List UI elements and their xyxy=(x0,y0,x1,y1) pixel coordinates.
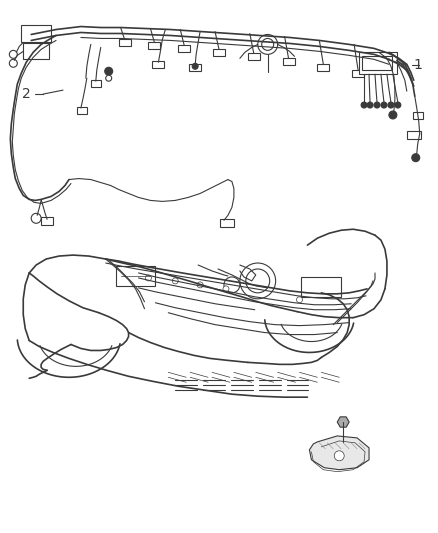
Circle shape xyxy=(240,263,276,299)
Bar xyxy=(23,43,49,59)
Bar xyxy=(116,266,155,286)
Bar xyxy=(152,61,164,68)
Circle shape xyxy=(9,51,17,58)
Bar xyxy=(41,217,53,225)
Circle shape xyxy=(106,75,112,81)
Bar xyxy=(189,64,201,71)
Circle shape xyxy=(412,154,420,161)
Bar xyxy=(21,25,51,43)
Text: 1: 1 xyxy=(414,58,423,72)
Circle shape xyxy=(388,102,394,108)
Circle shape xyxy=(31,213,41,223)
Bar xyxy=(318,64,329,71)
Bar xyxy=(362,56,392,70)
Circle shape xyxy=(197,282,203,288)
Bar xyxy=(413,112,423,119)
Circle shape xyxy=(224,277,240,293)
Circle shape xyxy=(374,102,380,108)
Circle shape xyxy=(334,451,344,461)
Circle shape xyxy=(381,102,387,108)
Bar xyxy=(248,53,260,60)
Circle shape xyxy=(192,63,198,69)
Circle shape xyxy=(9,59,17,67)
Bar xyxy=(91,80,101,87)
Circle shape xyxy=(389,111,397,119)
Circle shape xyxy=(105,67,113,75)
Bar xyxy=(213,50,225,56)
Bar xyxy=(77,107,87,114)
Circle shape xyxy=(395,102,401,108)
Polygon shape xyxy=(337,417,349,427)
Circle shape xyxy=(246,269,270,293)
Circle shape xyxy=(361,102,367,108)
Bar xyxy=(178,45,190,52)
Circle shape xyxy=(223,286,229,292)
Circle shape xyxy=(297,297,303,303)
Bar xyxy=(283,58,294,65)
Circle shape xyxy=(367,102,373,108)
Bar xyxy=(119,39,131,46)
Circle shape xyxy=(258,35,278,54)
Polygon shape xyxy=(309,436,369,470)
Bar xyxy=(359,52,397,74)
Circle shape xyxy=(145,275,152,281)
Text: 2: 2 xyxy=(22,87,31,101)
Bar xyxy=(220,219,234,227)
Circle shape xyxy=(262,38,274,51)
Circle shape xyxy=(172,278,178,284)
Bar xyxy=(301,277,341,297)
Bar xyxy=(148,43,160,50)
Bar xyxy=(352,70,364,77)
Bar xyxy=(407,131,421,139)
